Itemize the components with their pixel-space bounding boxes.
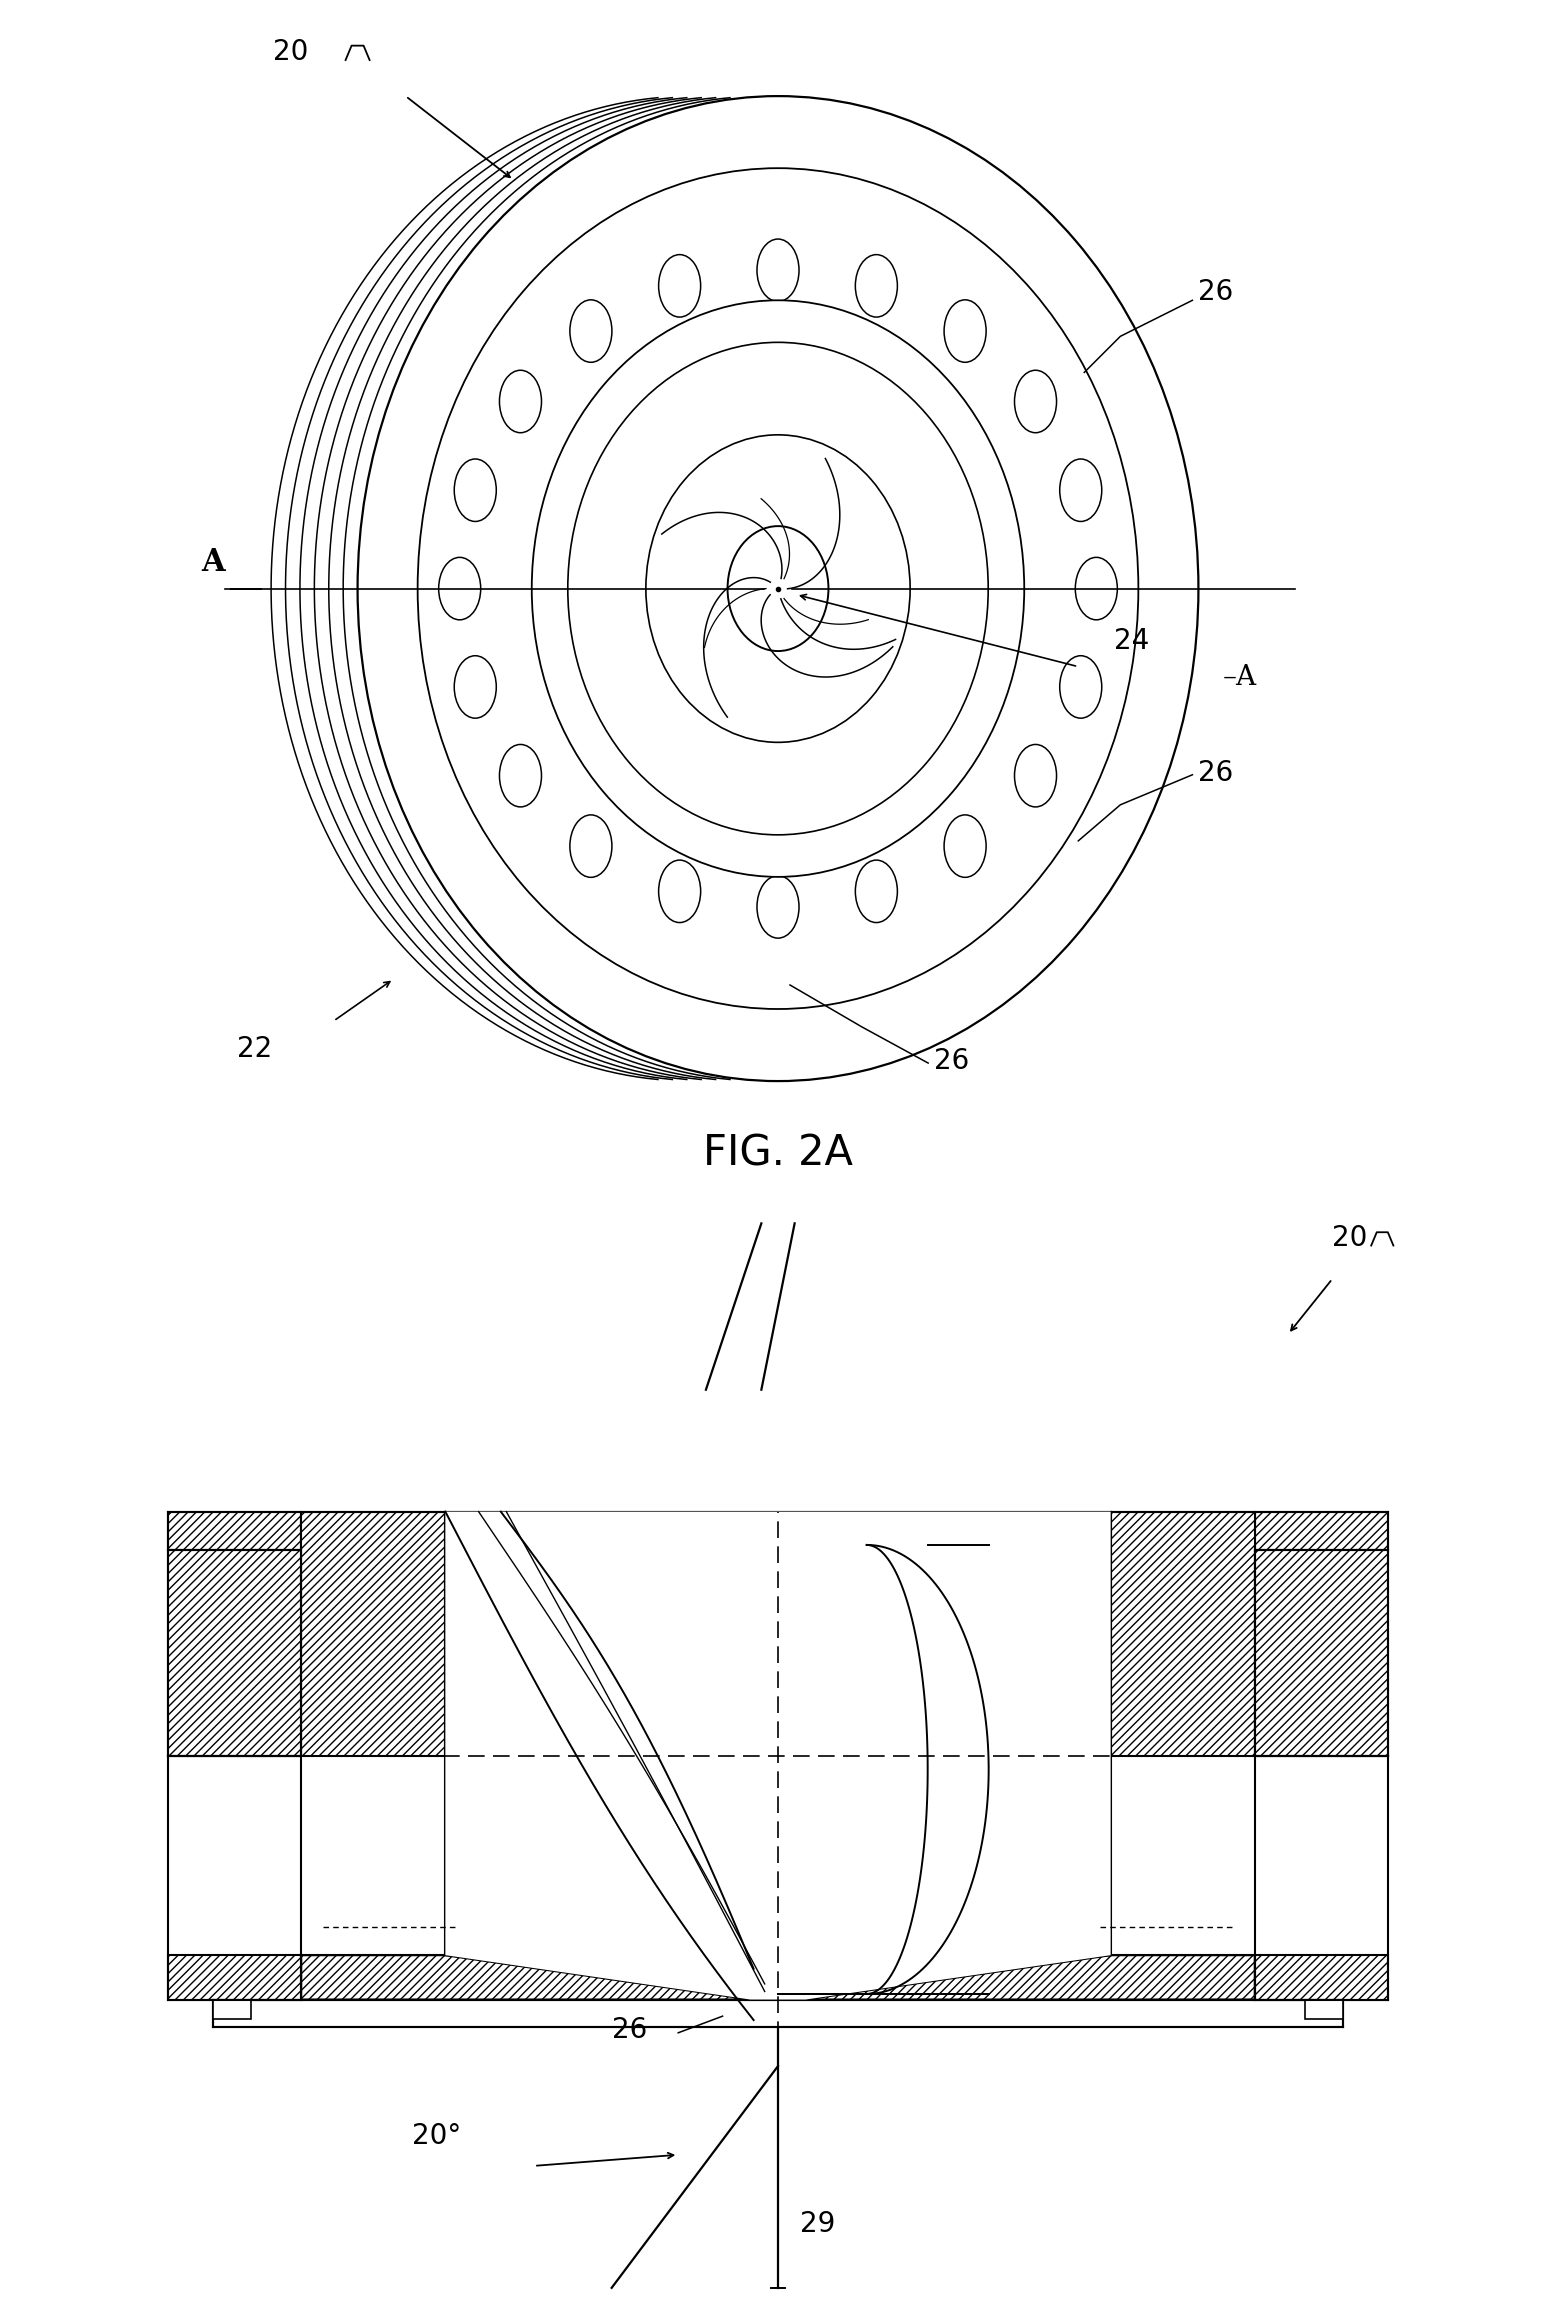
- Ellipse shape: [454, 656, 496, 718]
- Ellipse shape: [568, 342, 988, 834]
- Text: FIG. 2A: FIG. 2A: [703, 1132, 853, 1173]
- Ellipse shape: [569, 300, 612, 363]
- Ellipse shape: [658, 254, 700, 316]
- Text: 26: 26: [612, 2017, 647, 2044]
- Polygon shape: [168, 1954, 302, 2000]
- Polygon shape: [1304, 2000, 1343, 2019]
- Text: 22: 22: [238, 1035, 272, 1063]
- Polygon shape: [1254, 1954, 1388, 2000]
- Ellipse shape: [417, 169, 1139, 1009]
- Ellipse shape: [499, 370, 541, 432]
- Text: 29: 29: [800, 2211, 836, 2238]
- Ellipse shape: [1060, 656, 1102, 718]
- Text: 24: 24: [1114, 626, 1150, 654]
- Ellipse shape: [856, 254, 898, 316]
- Text: 26: 26: [1198, 277, 1234, 307]
- Polygon shape: [445, 1511, 1111, 2000]
- Polygon shape: [213, 2000, 252, 2019]
- Text: –A: –A: [1223, 663, 1257, 691]
- Polygon shape: [302, 1511, 445, 1756]
- Ellipse shape: [756, 238, 800, 303]
- Polygon shape: [806, 1954, 1254, 2000]
- Polygon shape: [1111, 1511, 1254, 1756]
- Polygon shape: [1254, 1550, 1388, 1756]
- Text: A: A: [201, 547, 226, 578]
- Text: 26: 26: [1198, 758, 1234, 788]
- Ellipse shape: [1015, 370, 1057, 432]
- Polygon shape: [168, 1550, 302, 1756]
- Ellipse shape: [1075, 557, 1117, 619]
- Text: 20: 20: [1332, 1224, 1368, 1252]
- Ellipse shape: [646, 434, 910, 742]
- Ellipse shape: [532, 300, 1024, 878]
- Polygon shape: [168, 1511, 302, 1550]
- Text: 26: 26: [934, 1046, 969, 1074]
- Ellipse shape: [728, 527, 828, 651]
- Ellipse shape: [1015, 744, 1057, 806]
- Ellipse shape: [856, 859, 898, 922]
- Ellipse shape: [358, 97, 1198, 1081]
- Polygon shape: [1254, 1511, 1388, 1550]
- Ellipse shape: [569, 815, 612, 878]
- Ellipse shape: [1060, 460, 1102, 522]
- Ellipse shape: [499, 744, 541, 806]
- Ellipse shape: [756, 875, 800, 938]
- Ellipse shape: [454, 460, 496, 522]
- Polygon shape: [302, 1954, 750, 2000]
- Ellipse shape: [944, 815, 987, 878]
- Text: 20: 20: [274, 37, 310, 67]
- Ellipse shape: [658, 859, 700, 922]
- Ellipse shape: [439, 557, 481, 619]
- Polygon shape: [213, 2000, 1343, 2028]
- Text: 20°: 20°: [412, 2121, 461, 2151]
- Ellipse shape: [944, 300, 987, 363]
